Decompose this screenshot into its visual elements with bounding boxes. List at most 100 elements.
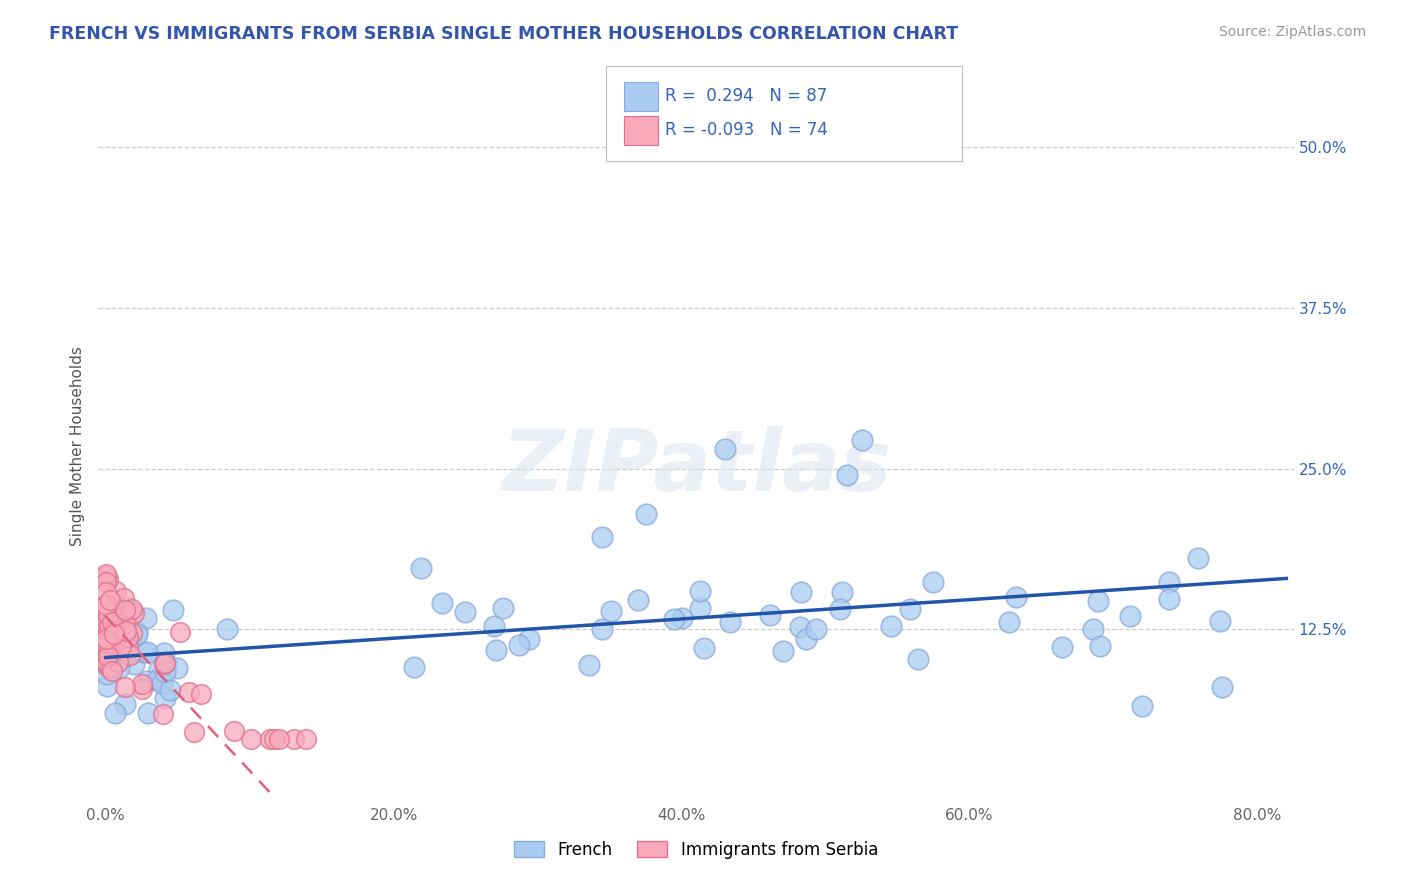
Point [1004, 590, 1026, 604]
Point [898, 602, 921, 616]
Point [152, 707, 174, 722]
Point [804, 622, 827, 636]
Point [100, 659, 122, 673]
Point [155, 657, 177, 671]
Point [179, 684, 201, 698]
Point [117, 641, 139, 656]
Point [94, 575, 117, 590]
Point [100, 608, 122, 623]
Point [94, 585, 117, 599]
Point [96, 601, 118, 615]
Point [117, 601, 139, 615]
Point [104, 583, 127, 598]
Point [94, 640, 117, 654]
Point [104, 648, 127, 663]
Point [689, 600, 711, 615]
Point [162, 603, 184, 617]
Point [97, 607, 120, 622]
Point [1187, 551, 1209, 566]
Point [155, 665, 177, 680]
Point [482, 619, 505, 633]
Point [98, 606, 121, 620]
Point [96, 656, 118, 670]
Point [96, 636, 118, 650]
Point [100, 632, 122, 647]
Point [96, 567, 118, 582]
Point [108, 661, 131, 675]
Point [155, 690, 177, 705]
Point [104, 624, 127, 638]
Point [98, 661, 121, 675]
Point [1052, 640, 1074, 655]
Point [114, 603, 136, 617]
Point [114, 698, 136, 712]
Point [104, 648, 127, 663]
Point [794, 632, 817, 646]
Point [432, 597, 454, 611]
Point [693, 641, 716, 656]
Point [94, 636, 117, 650]
Point [100, 607, 122, 621]
Point [97, 618, 120, 632]
Point [491, 601, 513, 615]
Point [190, 688, 212, 702]
Point [94, 618, 117, 632]
Point [96, 666, 118, 681]
Point [105, 624, 128, 638]
Point [115, 636, 138, 650]
Point [217, 622, 239, 636]
Point [263, 731, 285, 746]
Point [101, 615, 124, 629]
Point [111, 608, 134, 623]
Point [94, 608, 117, 623]
Point [662, 612, 685, 626]
Point [1157, 575, 1180, 590]
Point [97, 649, 120, 664]
Point [96, 658, 118, 673]
Point [97, 634, 120, 648]
Point [880, 619, 903, 633]
Point [671, 611, 693, 625]
Point [103, 627, 125, 641]
Point [1081, 622, 1104, 636]
Point [114, 616, 136, 631]
Legend: French, Immigrants from Serbia: French, Immigrants from Serbia [508, 835, 884, 866]
Point [294, 731, 316, 746]
Point [136, 706, 159, 720]
Point [689, 583, 711, 598]
Point [159, 682, 181, 697]
Point [634, 507, 657, 521]
Point [104, 706, 127, 720]
Point [96, 639, 118, 653]
Point [851, 434, 873, 448]
Point [718, 615, 741, 629]
Text: R =  0.294   N = 87: R = 0.294 N = 87 [665, 87, 827, 105]
Point [1157, 591, 1180, 606]
Point [508, 638, 530, 652]
Point [269, 731, 291, 746]
Point [94, 632, 117, 647]
Point [155, 657, 177, 671]
Point [136, 645, 159, 659]
Point [830, 601, 852, 615]
Point [131, 677, 153, 691]
Point [591, 622, 613, 636]
Point [122, 606, 145, 620]
Point [759, 607, 782, 622]
Point [1130, 699, 1153, 714]
Point [112, 649, 135, 664]
Point [98, 632, 121, 647]
Point [121, 602, 143, 616]
Point [907, 652, 929, 666]
Point [94, 637, 117, 651]
Point [98, 600, 121, 615]
Point [117, 630, 139, 644]
Point [96, 679, 118, 693]
Point [222, 723, 245, 738]
Point [94, 598, 117, 612]
Point [94, 630, 117, 644]
Point [789, 620, 811, 634]
Point [96, 653, 118, 667]
Point [94, 605, 117, 619]
Point [98, 593, 121, 607]
